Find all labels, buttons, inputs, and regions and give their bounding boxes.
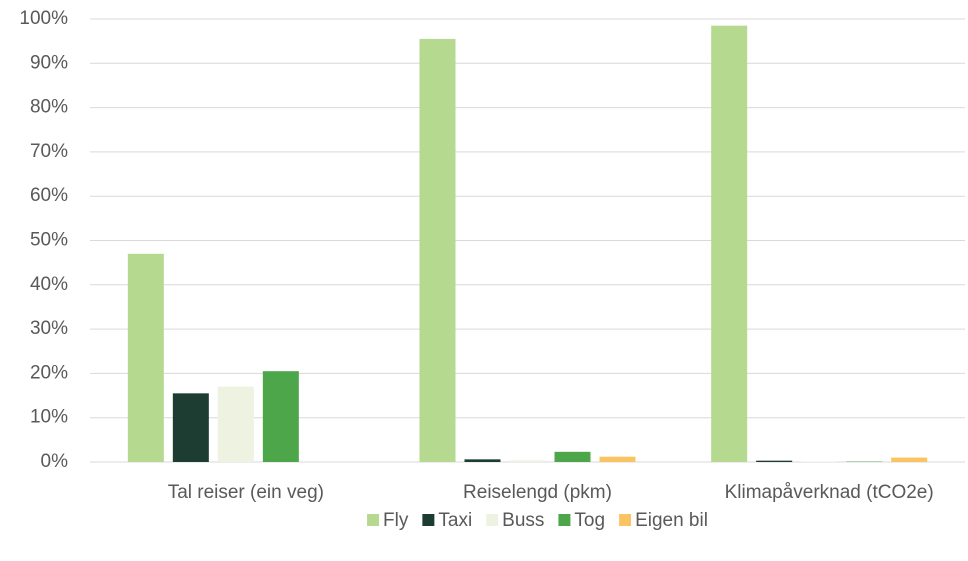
bar — [419, 38, 456, 463]
bar — [127, 253, 164, 462]
legend-label: Eigen bil — [635, 510, 708, 531]
legend-swatch — [367, 514, 380, 526]
x-tick-label: Tal reiser (ein veg) — [168, 482, 324, 503]
bar — [711, 25, 748, 463]
x-tick-label: Klimapåverknad (tCO2e) — [725, 482, 934, 503]
legend-label: Taxi — [438, 510, 472, 531]
y-tick-label: 90% — [30, 52, 68, 73]
y-tick-label: 20% — [30, 362, 68, 383]
bar — [262, 371, 299, 462]
bar — [599, 456, 636, 462]
legend-label: Buss — [502, 510, 544, 531]
bar — [464, 459, 501, 462]
y-tick-label: 50% — [30, 230, 68, 251]
legend-label: Tog — [574, 510, 605, 531]
y-tick-label: 80% — [30, 97, 68, 118]
x-tick-label: Reiselengd (pkm) — [463, 482, 612, 503]
legend-swatch — [619, 514, 632, 526]
bar — [554, 451, 591, 462]
bar — [172, 393, 209, 462]
y-tick-label: 40% — [30, 274, 68, 295]
y-tick-label: 30% — [30, 318, 68, 339]
bar — [509, 460, 546, 462]
y-tick-label: 60% — [30, 185, 68, 206]
legend-swatch — [558, 514, 571, 526]
y-tick-label: 0% — [41, 451, 69, 472]
y-tick-label: 70% — [30, 141, 68, 162]
y-tick-label: 100% — [19, 8, 68, 29]
bar — [891, 457, 928, 462]
bar — [217, 386, 254, 462]
legend-swatch — [422, 514, 435, 526]
legend-label: Fly — [383, 510, 409, 531]
legend-swatch — [486, 514, 499, 526]
y-tick-label: 10% — [30, 407, 68, 428]
bar — [756, 460, 793, 462]
